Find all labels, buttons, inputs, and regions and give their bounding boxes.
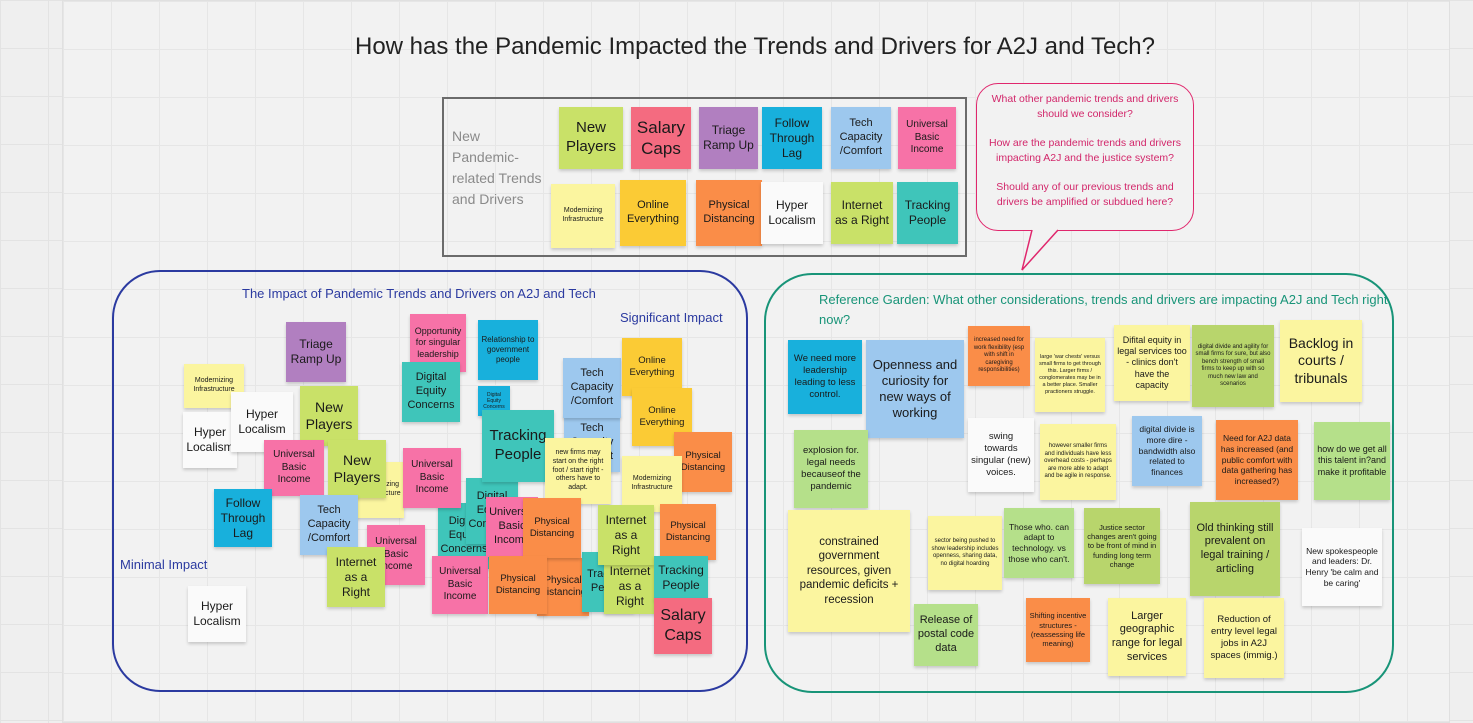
sticky-note[interactable]: Online Everything bbox=[620, 180, 686, 246]
sticky-note[interactable]: Universal Basic Income bbox=[432, 556, 488, 614]
sticky-note[interactable]: Release of postal code data bbox=[914, 604, 978, 666]
sticky-note[interactable]: Internet as a Right bbox=[327, 547, 385, 607]
sticky-note[interactable]: Hyper Localism bbox=[761, 182, 823, 244]
sticky-note[interactable]: Universal Basic Income bbox=[264, 440, 324, 496]
sticky-note[interactable]: Justice sector changes aren't going to b… bbox=[1084, 508, 1160, 584]
sticky-note[interactable]: constrained government resources, given … bbox=[788, 510, 910, 632]
sticky-note[interactable]: Larger geographic range for legal servic… bbox=[1108, 598, 1186, 676]
sticky-note[interactable]: Physical Distancing bbox=[489, 556, 547, 614]
questions-speech-bubble[interactable]: What other pandemic trends and drivers s… bbox=[976, 83, 1194, 231]
sticky-note[interactable]: Tracking People bbox=[482, 410, 554, 482]
sticky-note[interactable]: Openness and curiosity for new ways of w… bbox=[866, 340, 964, 438]
sticky-note[interactable]: Tech Capacity /Comfort bbox=[563, 358, 621, 418]
sticky-note[interactable]: Internet as a Right bbox=[598, 505, 654, 565]
sticky-note[interactable]: Tech Capacity /Comfort bbox=[300, 495, 358, 555]
sticky-note[interactable]: Tracking People bbox=[654, 556, 708, 600]
bubble-question-1: What other pandemic trends and drivers s… bbox=[991, 93, 1179, 120]
sticky-note[interactable]: Physical Distancing bbox=[660, 504, 716, 560]
sticky-note[interactable]: however smaller firms and individuals ha… bbox=[1040, 424, 1116, 500]
sticky-note[interactable]: New spokespeople and leaders: Dr. Henry … bbox=[1302, 528, 1382, 606]
sticky-note[interactable]: New Players bbox=[300, 386, 358, 446]
sticky-note[interactable]: increased need for work flexibility (esp… bbox=[968, 326, 1030, 386]
bubble-question-2: How are the pandemic trends and drivers … bbox=[988, 137, 1181, 164]
sticky-note[interactable]: explosion for. legal needs becauseof the… bbox=[794, 430, 868, 508]
significant-impact-label: Significant Impact bbox=[620, 310, 723, 325]
sticky-note[interactable]: Shifting incentive structures - (reasses… bbox=[1026, 598, 1090, 662]
bubble-question-3: Should any of our previous trends and dr… bbox=[996, 181, 1174, 208]
sticky-note[interactable]: Salary Caps bbox=[654, 598, 712, 654]
sticky-note[interactable]: new firms may start on the right foot / … bbox=[545, 438, 611, 504]
board-title: How has the Pandemic Impacted the Trends… bbox=[355, 33, 1155, 60]
sticky-note[interactable]: Tracking People bbox=[897, 182, 958, 244]
speech-bubble-tail bbox=[1021, 229, 1059, 271]
sticky-note[interactable]: Salary Caps bbox=[631, 107, 691, 169]
sticky-note[interactable]: Hyper Localism bbox=[183, 412, 237, 468]
sticky-note[interactable]: large 'war chests' versus small firms to… bbox=[1035, 338, 1105, 412]
sticky-note[interactable]: Modernizing Infrastructure bbox=[551, 184, 615, 248]
sticky-note[interactable]: Follow Through Lag bbox=[214, 489, 272, 547]
sticky-note[interactable]: sector being pushed to show leadership i… bbox=[928, 516, 1002, 590]
sticky-note[interactable]: Universal Basic Income bbox=[403, 448, 461, 508]
sticky-note[interactable]: Universal Basic Income bbox=[898, 107, 956, 169]
sticky-note[interactable]: Tech Capacity /Comfort bbox=[831, 107, 891, 169]
sticky-note[interactable]: Digital Equity Concerns bbox=[402, 362, 460, 422]
sticky-note[interactable]: digital divide and agility for small fir… bbox=[1192, 325, 1274, 407]
sticky-note[interactable]: swing towards singular (new) voices. bbox=[968, 418, 1034, 492]
sticky-note[interactable]: Relationship to government people bbox=[478, 320, 538, 380]
sticky-note[interactable]: Old thinking still prevalent on legal tr… bbox=[1190, 502, 1280, 596]
sticky-note[interactable]: Physical Distancing bbox=[523, 498, 581, 558]
sticky-note[interactable]: Hyper Localism bbox=[188, 586, 246, 642]
sticky-note[interactable]: New Players bbox=[559, 107, 623, 169]
sticky-note[interactable]: We need more leadership leading to less … bbox=[788, 340, 862, 414]
sticky-note[interactable]: Online Everything bbox=[622, 338, 682, 396]
sticky-note[interactable]: Physical Distancing bbox=[674, 432, 732, 492]
impact-frame[interactable] bbox=[112, 270, 748, 692]
sticky-note[interactable]: digital divide is more dire - bandwidth … bbox=[1132, 416, 1202, 486]
sticky-note[interactable]: Hyper Localism bbox=[231, 392, 293, 452]
sticky-note[interactable]: Follow Through Lag bbox=[762, 107, 822, 169]
sticky-note[interactable]: Triage Ramp Up bbox=[699, 107, 758, 169]
minimal-impact-label: Minimal Impact bbox=[120, 557, 208, 572]
sticky-note[interactable]: Internet as a Right bbox=[831, 182, 893, 244]
sticky-note[interactable]: New Players bbox=[328, 440, 386, 498]
sticky-note[interactable]: Need for A2J data has increased (and pub… bbox=[1216, 420, 1298, 500]
sticky-note[interactable]: Difital equity in legal services too - c… bbox=[1114, 325, 1190, 401]
sticky-note[interactable]: how do we get all this talent in?and mak… bbox=[1314, 422, 1390, 500]
sticky-note[interactable]: Internet as a Right bbox=[604, 558, 656, 614]
sticky-note[interactable]: Reduction of entry level legal jobs in A… bbox=[1204, 598, 1284, 678]
reference-garden-title: Reference Garden: What other considerati… bbox=[819, 292, 1388, 327]
sticky-note[interactable]: Backlog in courts / tribunals bbox=[1280, 320, 1362, 402]
sticky-note[interactable]: Triage Ramp Up bbox=[286, 322, 346, 382]
sticky-note[interactable]: Modernizing Infrastructure bbox=[622, 456, 682, 512]
reference-garden-frame[interactable] bbox=[764, 273, 1394, 693]
sticky-note[interactable]: Physical Distancing bbox=[696, 180, 762, 246]
new-trends-frame[interactable] bbox=[442, 97, 967, 257]
new-trends-label: New Pandemic-related Trends and Drivers bbox=[452, 128, 542, 207]
impact-frame-title: The Impact of Pandemic Trends and Driver… bbox=[242, 286, 596, 301]
sticky-note[interactable]: Those who. can adapt to technology. vs t… bbox=[1004, 508, 1074, 578]
